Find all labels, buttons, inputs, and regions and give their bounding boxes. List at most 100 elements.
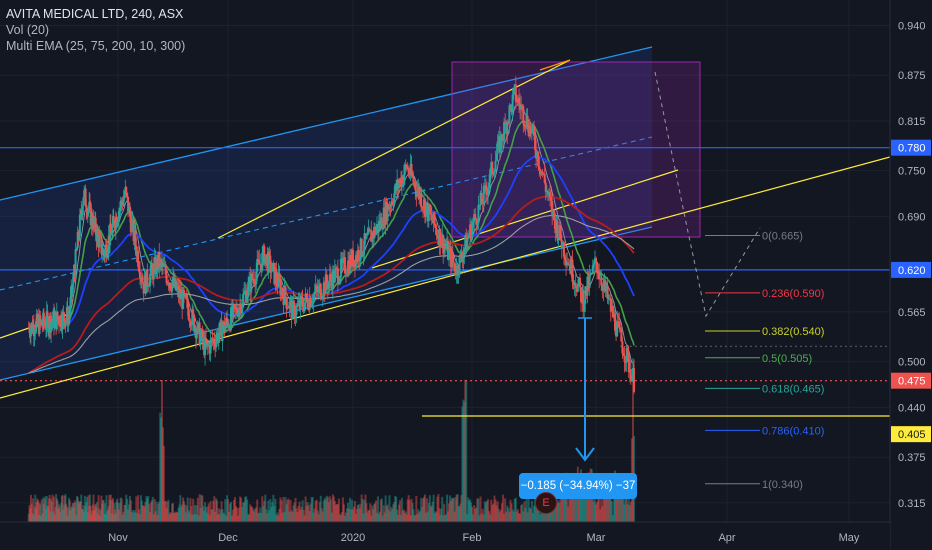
volume-bar-508 [488, 511, 491, 522]
volume-bar-209 [194, 514, 197, 522]
candle-body-133 [125, 187, 128, 193]
fibonacci-retracement[interactable]: 0(0.665) 0.236(0.590) 0.382(0.540) 0.5(0.50… [705, 231, 824, 491]
trendline-rising-channel-bottom[interactable] [371, 169, 679, 269]
volume-bar-490 [469, 499, 472, 522]
candle-body-195 [182, 289, 185, 309]
volume-bar-110 [106, 509, 109, 522]
volume-bar-86 [89, 505, 92, 522]
volume-bar-492 [471, 506, 473, 522]
volume-bar-576 [560, 490, 563, 522]
measure-arrow[interactable] [575, 317, 595, 462]
volume-bar-102 [101, 503, 104, 522]
volume-bar-85 [88, 494, 91, 522]
volume-bar-133 [125, 494, 128, 522]
candle-body-358 [341, 258, 344, 264]
volume-bar-616 [603, 478, 606, 522]
candle-body-238 [221, 329, 224, 341]
volume-bar-65 [74, 502, 77, 522]
volume-bar-375 [358, 508, 361, 522]
volume-bar-183 [171, 503, 174, 522]
price-channel[interactable] [0, 46, 653, 381]
candle-body-610 [597, 272, 600, 274]
trendline-rising-channel-top[interactable] [217, 59, 571, 239]
legend-symbol[interactable]: AVITA MEDICAL LTD, 240, ASX [6, 7, 184, 21]
candle-body-363 [346, 260, 349, 274]
candle-body-117 [111, 215, 114, 226]
trend-lines[interactable] [0, 59, 891, 417]
trendline-support-long[interactable] [0, 156, 891, 399]
volume-bar-549 [531, 513, 534, 522]
volume-bar-124 [117, 503, 119, 522]
candle-body-562 [545, 191, 548, 193]
volume-bar-483 [462, 399, 465, 522]
price-label-bg-0.405 [891, 426, 931, 443]
chart-legend: AVITA MEDICAL LTD, 240, ASX Vol (20) Mul… [6, 6, 185, 54]
candle-body-501 [480, 193, 483, 204]
volume-bar-459 [439, 514, 442, 522]
candle-body-67 [75, 247, 78, 251]
candle-body-246 [229, 325, 232, 330]
candle-body-534 [515, 101, 518, 103]
volume-bar-15 [38, 502, 41, 522]
volume-bar-544 [526, 512, 529, 522]
volume-bar-385 [368, 510, 371, 522]
volume-bar-559 [542, 511, 545, 522]
volume-bar-195 [182, 497, 185, 522]
candle-body-137 [128, 206, 131, 217]
volume-bar-32 [50, 501, 53, 522]
volume-bar-423 [404, 511, 407, 522]
volume-bar-73 [80, 494, 83, 522]
volume-bar-572 [556, 503, 559, 522]
volume-bar-3 [29, 494, 32, 522]
volume-bar-625 [612, 477, 615, 522]
candle-body-604 [590, 272, 593, 274]
volume-bar-299 [282, 497, 285, 522]
candle-body-286 [269, 255, 272, 273]
volume-bar-309 [292, 505, 295, 522]
candle-body-70 [78, 236, 81, 239]
volume-bar-72 [79, 501, 82, 522]
volume-bar-1 [28, 505, 31, 522]
candle-body-568 [552, 210, 555, 217]
x-tick-Nov: Nov [108, 532, 128, 544]
volume-bar-595 [581, 489, 584, 522]
candle-body-335 [318, 283, 321, 287]
volume-bar-606 [592, 501, 595, 522]
volume-bar-621 [608, 477, 611, 522]
legend-ema[interactable]: Multi EMA (25, 75, 200, 10, 300) [6, 39, 186, 53]
candle-body-524 [505, 123, 508, 135]
volume-bar-421 [402, 509, 405, 522]
candle-body-271 [254, 283, 257, 285]
candle-body-114 [109, 223, 112, 232]
channel-lower-line[interactable] [0, 226, 653, 381]
volume-bar-111 [107, 505, 110, 522]
volume-bar-517 [497, 508, 500, 522]
candle-body-337 [320, 298, 323, 300]
candle-body-339 [322, 282, 325, 297]
volume-bar-149 [139, 495, 142, 522]
candle-body-52 [65, 317, 68, 322]
volume-bar-639 [627, 496, 630, 522]
legend-volume[interactable]: Vol (20) [6, 23, 50, 37]
candle-body-431 [412, 176, 415, 183]
candle-body-84 [88, 202, 91, 209]
volume-bar-71 [78, 501, 81, 522]
earnings-marker[interactable]: E [535, 492, 557, 514]
volume-bar-322 [305, 505, 308, 522]
candle-body-272 [255, 271, 258, 285]
candle-body-544 [526, 115, 529, 130]
volume-bar-289 [272, 494, 275, 522]
volume-bar-150 [140, 500, 143, 522]
candle-body-538 [520, 106, 523, 110]
volume-bar-373 [356, 504, 359, 522]
channel-upper-line[interactable] [0, 46, 653, 201]
volume-bar-319 [302, 509, 305, 522]
volume-bar-317 [300, 506, 303, 522]
volume-bar-2 [29, 508, 32, 522]
candle-body-547 [529, 125, 532, 134]
volume-bar-442 [423, 496, 426, 522]
volume-bar-145 [136, 513, 139, 522]
volume-bar-256 [239, 496, 242, 522]
volume-bar-231 [215, 498, 218, 522]
